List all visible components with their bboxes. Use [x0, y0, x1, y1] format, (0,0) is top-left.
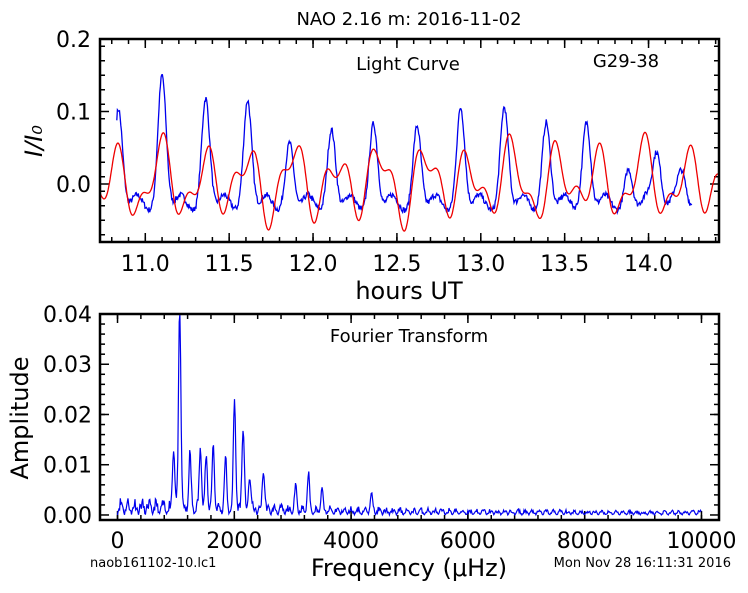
fourier-ticks: 0 2000 4000 6000 8000 10000 0.04 0.03 0.02 0.01 0.…: [43, 303, 736, 554]
object-label: G29-38: [593, 51, 659, 72]
ytick-label: 0.0: [56, 173, 91, 198]
xtick-label: 8000: [557, 529, 613, 554]
observed-light-curve-line: [116, 73, 693, 216]
fourier-amplitude-line: [116, 313, 702, 518]
xtick-label: 0: [111, 529, 125, 554]
xtick-label: 11.0: [121, 252, 170, 277]
xtick-label: 4000: [323, 529, 379, 554]
xtick-label: 12.5: [372, 252, 421, 277]
ytick-label: 0.1: [56, 101, 91, 126]
fourier-ylabel: Amplitude: [6, 357, 34, 480]
light-curve-lines: [99, 73, 719, 232]
ytick-label: 0.2: [56, 28, 91, 53]
xtick-label: 14.0: [624, 252, 673, 277]
xtick-label: 13.5: [540, 252, 589, 277]
fourier-xlabel: Frequency (μHz): [311, 554, 507, 582]
filename-label: naob161102-10.lc1: [90, 556, 216, 571]
xtick-label: 13.0: [456, 252, 505, 277]
xtick-label: 2000: [206, 529, 262, 554]
light-curve-panel: 11.0 11.5 12.0 12.5 13.0 13.5 14.0 0.2 0.1 0.0 Li…: [20, 28, 721, 305]
fourier-panel: 0 2000 4000 6000 8000 10000 0.04 0.03 0.02 0.01 0.…: [6, 303, 736, 582]
xtick-label: 12.0: [289, 252, 338, 277]
light-curve-ticks: 11.0 11.5 12.0 12.5 13.0 13.5 14.0 0.2 0.1 0.0: [56, 28, 719, 277]
ytick-label: 0.03: [43, 353, 92, 378]
ytick-label: 0.02: [43, 403, 92, 428]
light-curve-xlabel: hours UT: [355, 277, 463, 305]
light-curve-ylabel: I/I₀: [20, 125, 48, 157]
light-curve-frame: [98, 37, 721, 244]
timestamp-label: Mon Nov 28 16:11:31 2016: [554, 556, 731, 571]
light-curve-annotation: Light Curve: [356, 54, 460, 75]
figure-title: NAO 2.16 m: 2016-11-02: [296, 9, 521, 30]
fourier-lines: [116, 313, 702, 518]
ytick-label: 0.01: [43, 454, 92, 479]
xtick-label: 6000: [440, 529, 496, 554]
xtick-label: 10000: [666, 529, 736, 554]
ytick-label: 0.00: [43, 504, 92, 529]
model-light-curve-line: [99, 131, 719, 232]
ytick-label: 0.04: [43, 303, 92, 328]
fourier-annotation: Fourier Transform: [330, 326, 488, 347]
xtick-label: 11.5: [205, 252, 254, 277]
fourier-frame: [98, 312, 721, 522]
